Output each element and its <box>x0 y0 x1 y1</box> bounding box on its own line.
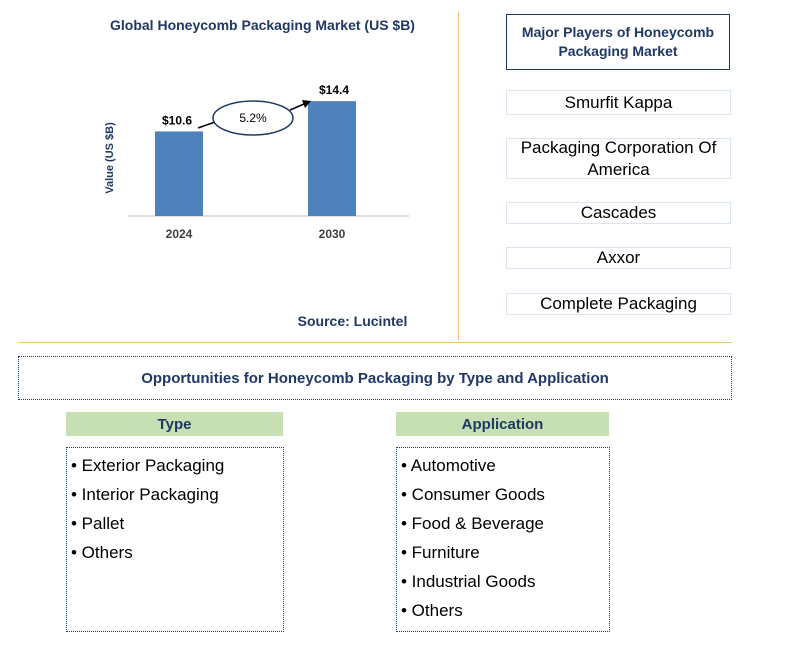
cagr-bubble <box>212 100 294 136</box>
player-item: Complete Packaging <box>506 293 731 315</box>
type-list: • Exterior Packaging • Interior Packagin… <box>66 447 284 632</box>
application-item: • Furniture <box>401 543 480 562</box>
application-header: Application <box>396 412 609 436</box>
type-item: • Others <box>71 543 133 562</box>
vertical-divider <box>458 12 459 340</box>
player-item: Smurfit Kappa <box>506 90 731 115</box>
x-tick-2030: 2030 <box>319 227 346 241</box>
type-item: • Interior Packaging <box>71 485 219 504</box>
source-note: Source: Lucintel <box>297 313 408 329</box>
y-axis-label: Value (US $B) <box>104 122 116 194</box>
type-item: • Exterior Packaging <box>71 456 225 475</box>
bar-2024 <box>155 131 203 216</box>
chart-title: Global Honeycomb Packaging Market (US $B… <box>110 17 415 33</box>
application-item: • Industrial Goods <box>401 572 536 591</box>
application-item: • Consumer Goods <box>401 485 545 504</box>
player-item: Cascades <box>506 202 731 224</box>
bar-chart: Value (US $B) $10.6 2024 $14.4 2030 5.2% <box>104 83 409 241</box>
type-header: Type <box>66 412 283 436</box>
data-label-2030: $14.4 <box>319 83 349 97</box>
bar-2030 <box>308 101 356 216</box>
cagr-arrow-line <box>289 103 305 111</box>
data-label-2024: $10.6 <box>162 113 192 127</box>
x-tick-2024: 2024 <box>166 227 193 241</box>
type-item: • Pallet <box>71 514 125 533</box>
opportunities-title: Opportunities for Honeycomb Packaging by… <box>18 356 732 400</box>
application-item: • Automotive <box>401 456 496 475</box>
player-item: Axxor <box>506 247 731 269</box>
cagr-arrowhead <box>302 100 311 108</box>
player-item: Packaging Corporation Of America <box>506 138 731 179</box>
players-header: Major Players of Honeycomb Packaging Mar… <box>506 14 730 70</box>
application-item: • Food & Beverage <box>401 514 544 533</box>
horizontal-divider <box>18 342 732 343</box>
application-item: • Others <box>401 601 463 620</box>
cagr-label: 5.2% <box>239 111 267 125</box>
application-list: • Automotive • Consumer Goods • Food & B… <box>396 447 610 632</box>
cagr-arrow-line <box>197 121 216 129</box>
